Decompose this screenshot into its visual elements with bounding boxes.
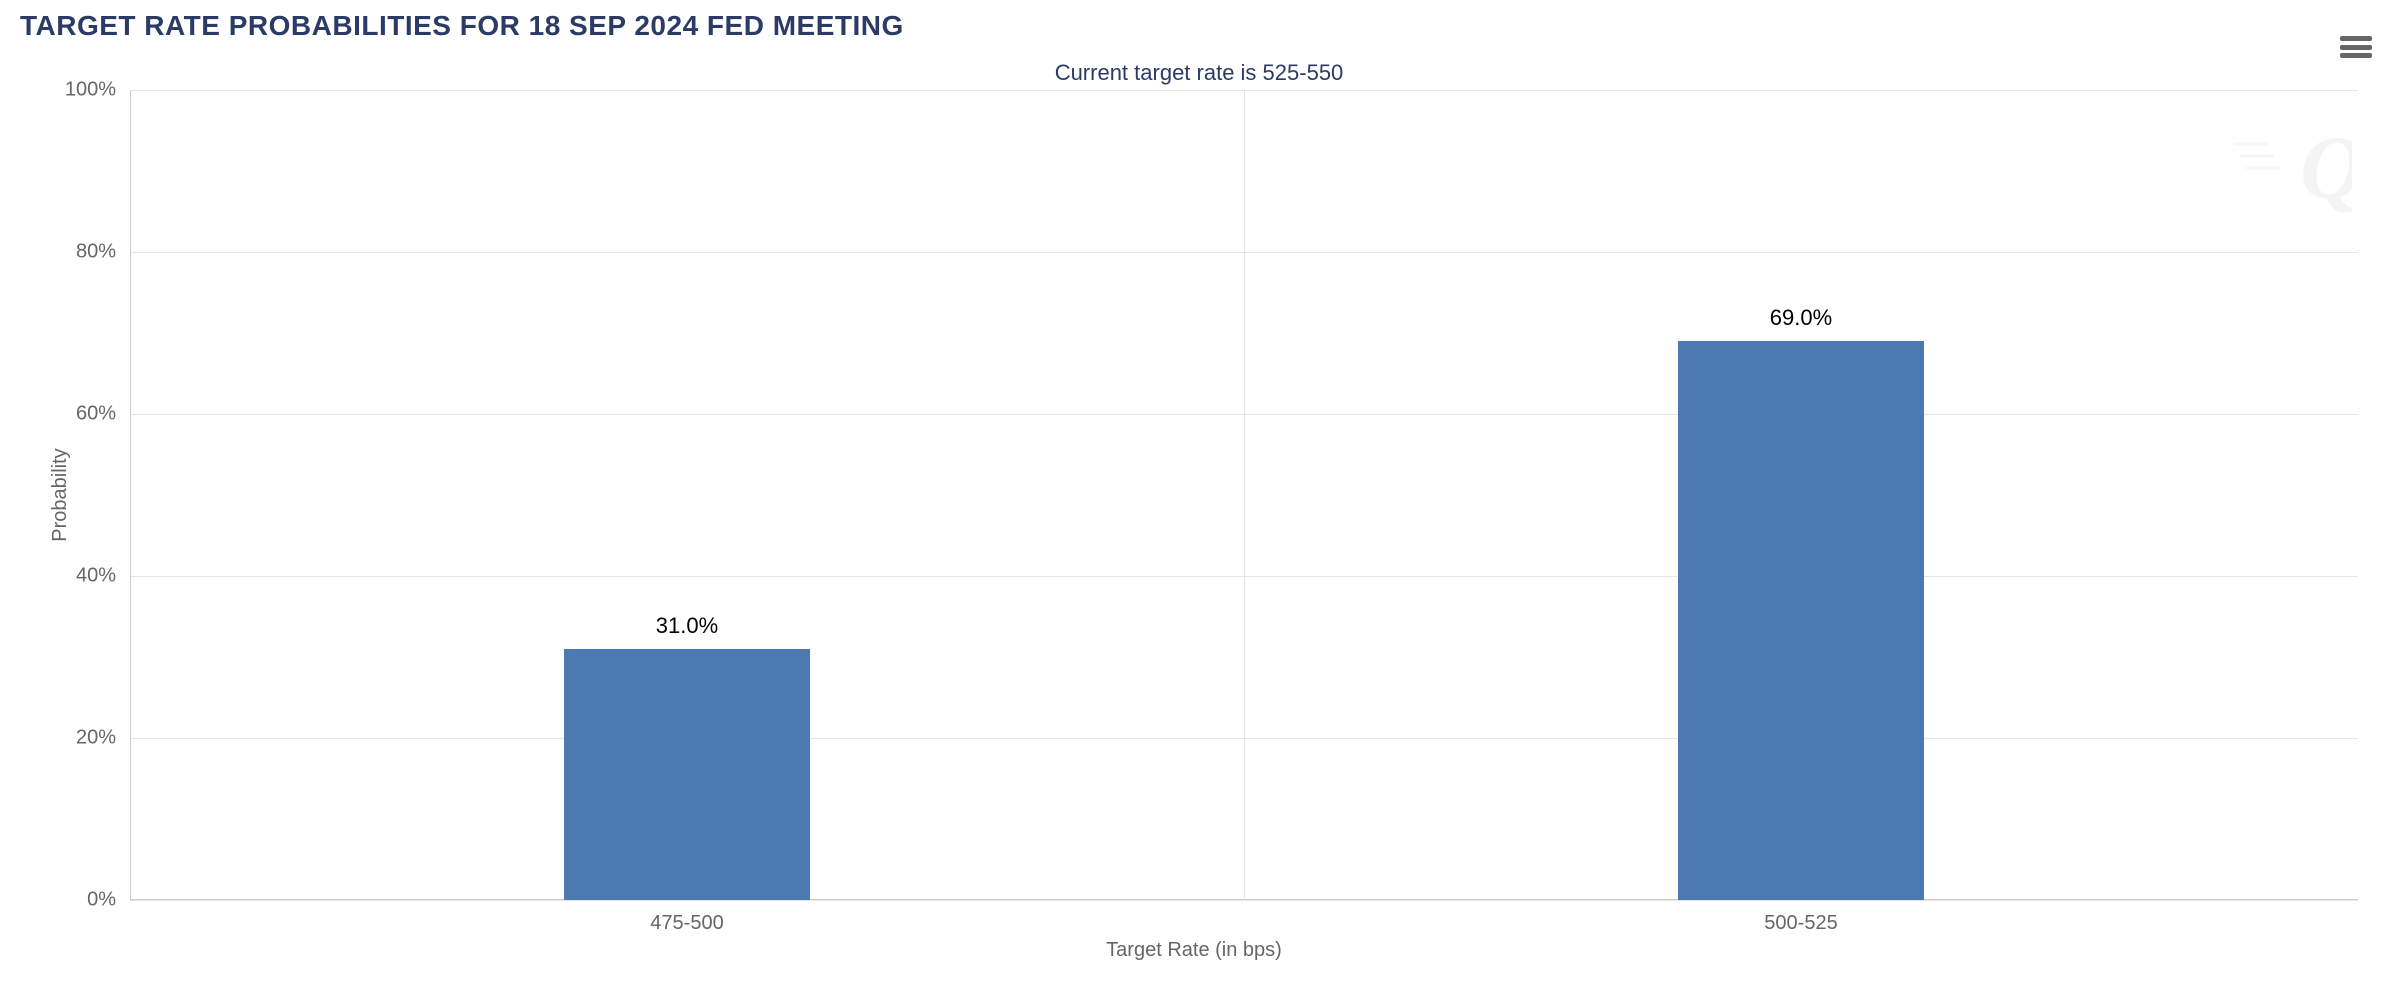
y-tick-label: 100% [65,79,116,102]
x-tick-label: 500-525 [1764,912,1837,935]
gridline-vertical [1244,90,1245,900]
bar-value-label: 31.0% [656,613,718,639]
y-axis-line [130,90,131,900]
bar-value-label: 69.0% [1770,305,1832,331]
y-axis-title: Probability [49,448,72,541]
bar[interactable]: 69.0% [1678,341,1923,900]
x-tick-label: 475-500 [650,912,723,935]
chart-subtitle: Current target rate is 525-550 [0,60,2398,86]
hamburger-menu-icon[interactable] [2338,32,2374,62]
y-tick-label: 20% [76,727,116,750]
y-tick-label: 80% [76,241,116,264]
plot-area: Q 0%20%40%60%80%100%31.0%475-50069.0%500… [130,90,2358,900]
y-tick-label: 60% [76,403,116,426]
watermark-icon: Q [2232,110,2352,225]
y-tick-label: 40% [76,565,116,588]
watermark-glyph: Q [2300,119,2352,218]
gridline-horizontal [130,900,2358,901]
chart-container: TARGET RATE PROBABILITIES FOR 18 SEP 202… [0,0,2398,982]
bar[interactable]: 31.0% [564,649,809,900]
y-tick-label: 0% [87,889,116,912]
x-axis-title: Target Rate (in bps) [20,939,2368,962]
plot-wrap: Probability Q 0%20%40%60%80%100%31.0%475… [20,90,2368,900]
chart-title: TARGET RATE PROBABILITIES FOR 18 SEP 202… [20,10,904,42]
